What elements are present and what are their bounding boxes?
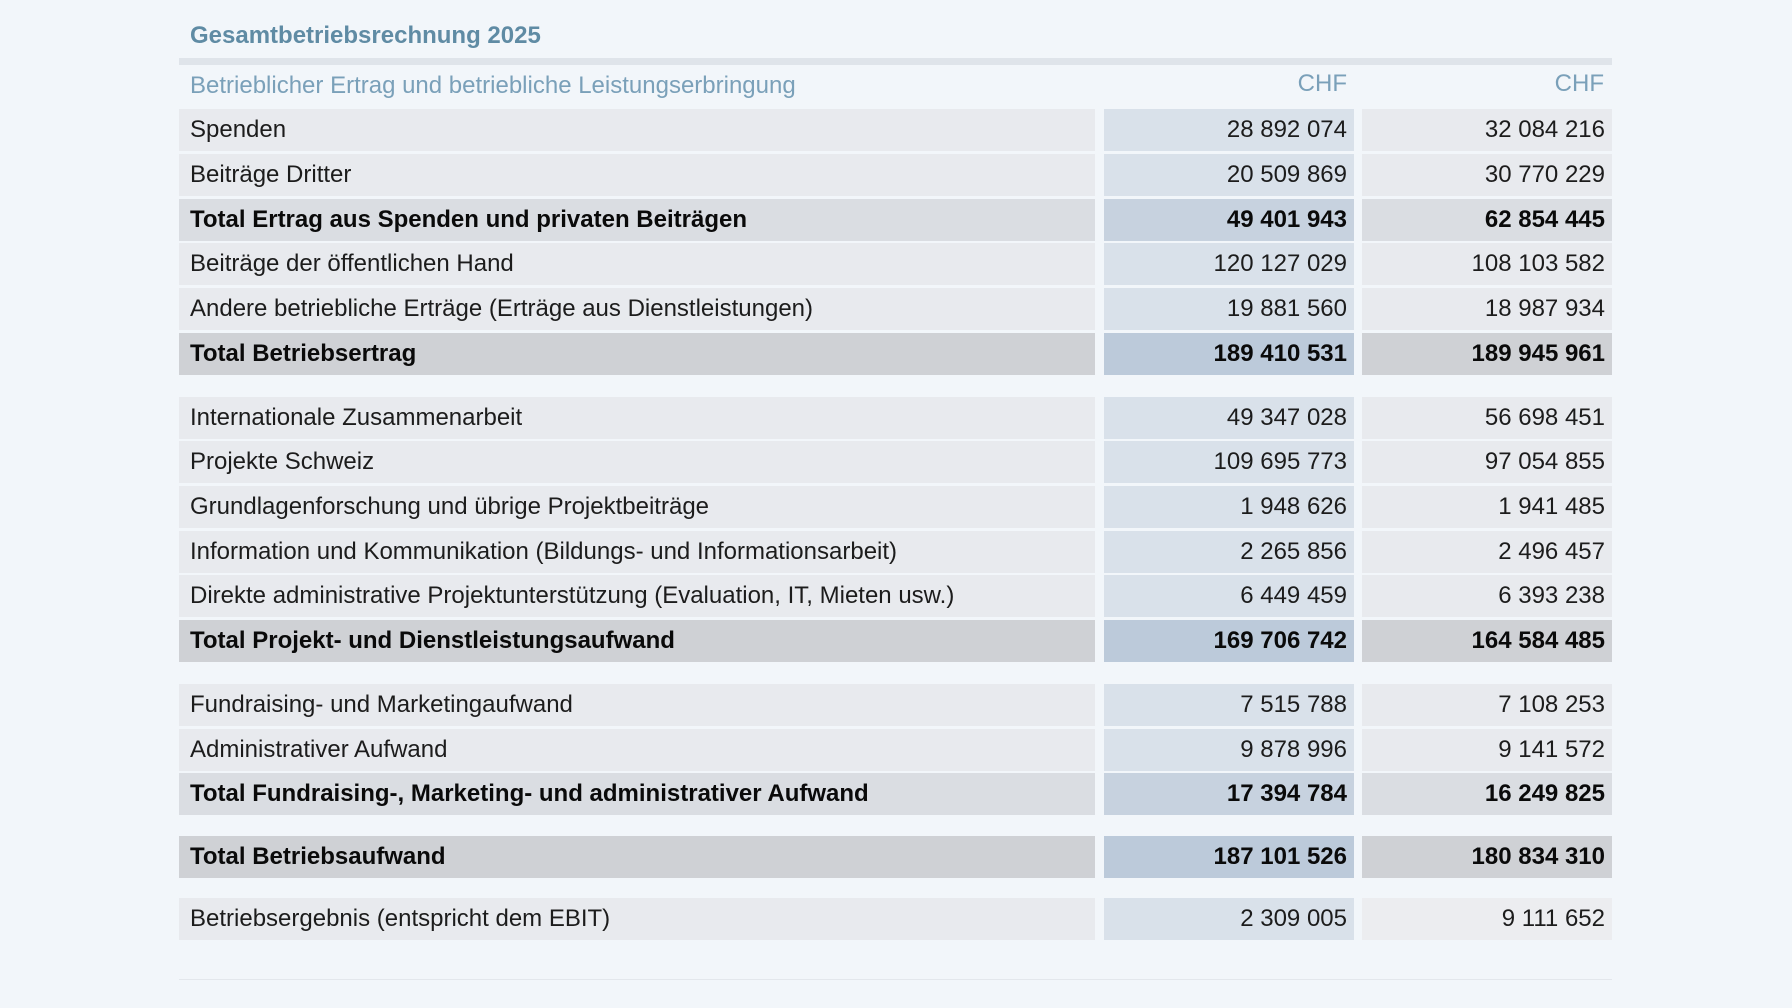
row-label: Beiträge Dritter bbox=[179, 154, 1095, 196]
top-rule bbox=[179, 58, 1612, 65]
row-grundlagenforschung: Grundlagenforschung und übrige Projektbe… bbox=[179, 486, 1612, 528]
row-internationale-zusammenarbeit: Internationale Zusammenarbeit 49 347 028… bbox=[179, 397, 1612, 439]
row-value-col1: 7 515 788 bbox=[1104, 684, 1354, 726]
row-label: Total Betriebsaufwand bbox=[179, 836, 1095, 878]
row-value-col2: 108 103 582 bbox=[1362, 243, 1612, 285]
row-value-col1: 2 309 005 bbox=[1104, 898, 1354, 940]
row-value-col2: 9 111 652 bbox=[1362, 898, 1612, 940]
row-label: Projekte Schweiz bbox=[179, 441, 1095, 483]
row-oeffentliche-hand: Beiträge der öffentlichen Hand 120 127 0… bbox=[179, 243, 1612, 285]
row-value-col1: 109 695 773 bbox=[1104, 441, 1354, 483]
row-label: Fundraising- und Marketingaufwand bbox=[179, 684, 1095, 726]
row-value-col1: 20 509 869 bbox=[1104, 154, 1354, 196]
row-total-betriebsertrag: Total Betriebsertrag 189 410 531 189 945… bbox=[179, 333, 1612, 375]
row-label: Total Betriebsertrag bbox=[179, 333, 1095, 375]
row-information-kommunikation: Information und Kommunikation (Bildungs-… bbox=[179, 531, 1612, 573]
row-value-col1: 189 410 531 bbox=[1104, 333, 1354, 375]
table-header: Betrieblicher Ertrag und betriebliche Le… bbox=[179, 65, 1612, 107]
row-value-col2: 30 770 229 bbox=[1362, 154, 1612, 196]
row-administrativer-aufwand: Administrativer Aufwand 9 878 996 9 141 … bbox=[179, 729, 1612, 771]
row-value-col2: 32 084 216 bbox=[1362, 109, 1612, 151]
row-value-col2: 9 141 572 bbox=[1362, 729, 1612, 771]
row-label: Betriebsergebnis (entspricht dem EBIT) bbox=[179, 898, 1095, 940]
header-label: Betrieblicher Ertrag und betriebliche Le… bbox=[190, 72, 796, 99]
row-projekte-schweiz: Projekte Schweiz 109 695 773 97 054 855 bbox=[179, 441, 1612, 483]
row-value-col1: 28 892 074 bbox=[1104, 109, 1354, 151]
row-label: Beiträge der öffentlichen Hand bbox=[179, 243, 1095, 285]
row-value-col1: 49 401 943 bbox=[1104, 199, 1354, 241]
row-value-col2: 62 854 445 bbox=[1362, 199, 1612, 241]
row-projektunterstuetzung: Direkte administrative Projektunterstütz… bbox=[179, 575, 1612, 617]
row-label: Total Fundraising-, Marketing- und admin… bbox=[179, 773, 1095, 815]
row-label: Internationale Zusammenarbeit bbox=[179, 397, 1095, 439]
row-label: Spenden bbox=[179, 109, 1095, 151]
header-currency-col1: CHF bbox=[1297, 70, 1347, 97]
row-value-col1: 2 265 856 bbox=[1104, 531, 1354, 573]
row-label: Information und Kommunikation (Bildungs-… bbox=[179, 531, 1095, 573]
row-value-col1: 1 948 626 bbox=[1104, 486, 1354, 528]
row-label: Andere betriebliche Erträge (Erträge aus… bbox=[179, 288, 1095, 330]
row-label: Total Ertrag aus Spenden und privaten Be… bbox=[179, 199, 1095, 241]
row-label: Total Projekt- und Dienstleistungsaufwan… bbox=[179, 620, 1095, 662]
row-total-betriebsaufwand: Total Betriebsaufwand 187 101 526 180 83… bbox=[179, 836, 1612, 878]
row-value-col1: 6 449 459 bbox=[1104, 575, 1354, 617]
row-value-col2: 7 108 253 bbox=[1362, 684, 1612, 726]
row-label: Direkte administrative Projektunterstütz… bbox=[179, 575, 1095, 617]
row-value-col2: 56 698 451 bbox=[1362, 397, 1612, 439]
row-beitraege-dritter: Beiträge Dritter 20 509 869 30 770 229 bbox=[179, 154, 1612, 196]
row-label: Administrativer Aufwand bbox=[179, 729, 1095, 771]
row-value-col1: 19 881 560 bbox=[1104, 288, 1354, 330]
row-betriebsergebnis: Betriebsergebnis (entspricht dem EBIT) 2… bbox=[179, 898, 1612, 940]
row-value-col2: 189 945 961 bbox=[1362, 333, 1612, 375]
row-value-col2: 164 584 485 bbox=[1362, 620, 1612, 662]
row-andere-ertraege: Andere betriebliche Erträge (Erträge aus… bbox=[179, 288, 1612, 330]
row-value-col2: 18 987 934 bbox=[1362, 288, 1612, 330]
row-value-col1: 49 347 028 bbox=[1104, 397, 1354, 439]
row-total-fundraising-admin: Total Fundraising-, Marketing- und admin… bbox=[179, 773, 1612, 815]
row-value-col2: 1 941 485 bbox=[1362, 486, 1612, 528]
row-fundraising-marketing: Fundraising- und Marketingaufwand 7 515 … bbox=[179, 684, 1612, 726]
page-title: Gesamtbetriebsrechnung 2025 bbox=[190, 22, 541, 49]
header-currency-col2: CHF bbox=[1554, 70, 1604, 97]
row-total-projektaufwand: Total Projekt- und Dienstleistungsaufwan… bbox=[179, 620, 1612, 662]
row-value-col1: 17 394 784 bbox=[1104, 773, 1354, 815]
row-spenden: Spenden 28 892 074 32 084 216 bbox=[179, 109, 1612, 151]
row-value-col2: 16 249 825 bbox=[1362, 773, 1612, 815]
row-label: Grundlagenforschung und übrige Projektbe… bbox=[179, 486, 1095, 528]
row-value-col2: 97 054 855 bbox=[1362, 441, 1612, 483]
row-value-col1: 169 706 742 bbox=[1104, 620, 1354, 662]
row-value-col1: 9 878 996 bbox=[1104, 729, 1354, 771]
row-value-col1: 187 101 526 bbox=[1104, 836, 1354, 878]
row-value-col2: 6 393 238 bbox=[1362, 575, 1612, 617]
row-value-col2: 180 834 310 bbox=[1362, 836, 1612, 878]
row-value-col2: 2 496 457 bbox=[1362, 531, 1612, 573]
row-total-ertrag-spenden: Total Ertrag aus Spenden und privaten Be… bbox=[179, 199, 1612, 241]
row-value-col1: 120 127 029 bbox=[1104, 243, 1354, 285]
bottom-rule bbox=[179, 979, 1612, 980]
